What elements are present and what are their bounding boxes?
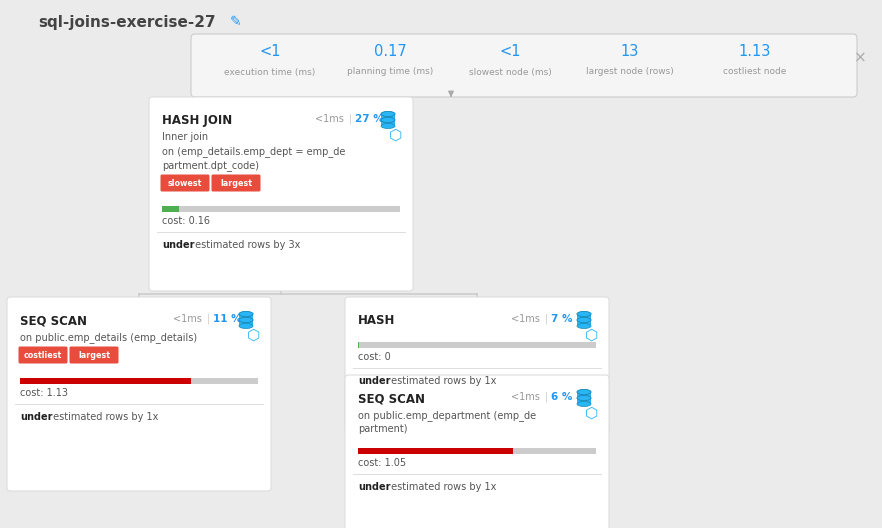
Text: HASH JOIN: HASH JOIN <box>162 114 232 127</box>
Text: 6 %: 6 % <box>551 392 572 402</box>
Bar <box>577 314 591 326</box>
Ellipse shape <box>381 111 395 117</box>
FancyBboxPatch shape <box>161 174 210 192</box>
Text: <1ms: <1ms <box>173 314 202 324</box>
FancyBboxPatch shape <box>191 34 857 97</box>
Text: <1ms: <1ms <box>511 314 540 324</box>
Bar <box>162 206 179 212</box>
Ellipse shape <box>239 312 253 316</box>
Bar <box>358 342 359 348</box>
Ellipse shape <box>381 124 395 128</box>
Text: on (emp_details.emp_dept = emp_de: on (emp_details.emp_dept = emp_de <box>162 146 346 157</box>
Ellipse shape <box>381 118 395 122</box>
Text: slowest: slowest <box>168 178 202 187</box>
Text: on public.emp_details (emp_details): on public.emp_details (emp_details) <box>20 332 197 343</box>
Ellipse shape <box>239 317 253 323</box>
Text: largest node (rows): largest node (rows) <box>587 68 674 77</box>
Text: largest: largest <box>220 178 252 187</box>
Text: |: | <box>545 314 549 325</box>
Ellipse shape <box>577 401 591 407</box>
Ellipse shape <box>577 324 591 328</box>
Text: ✎: ✎ <box>230 15 242 29</box>
Text: SEQ SCAN: SEQ SCAN <box>358 392 425 405</box>
Text: 7 %: 7 % <box>551 314 572 324</box>
Text: under: under <box>358 376 391 386</box>
Text: |: | <box>207 314 210 325</box>
Text: cost: 1.05: cost: 1.05 <box>358 458 406 468</box>
Ellipse shape <box>577 395 591 401</box>
Bar <box>577 392 591 404</box>
Text: ⬡: ⬡ <box>586 328 599 343</box>
Text: costliest node: costliest node <box>723 68 787 77</box>
Ellipse shape <box>577 312 591 316</box>
Text: ⬡: ⬡ <box>389 128 403 143</box>
FancyBboxPatch shape <box>212 174 260 192</box>
Text: Inner join: Inner join <box>162 132 208 142</box>
Text: largest: largest <box>78 351 110 360</box>
Text: under: under <box>358 482 391 492</box>
Ellipse shape <box>577 317 591 323</box>
Bar <box>381 114 395 126</box>
Text: ×: × <box>854 51 866 65</box>
Ellipse shape <box>381 118 395 122</box>
Bar <box>162 206 400 212</box>
Bar <box>239 314 253 326</box>
Bar <box>358 448 596 454</box>
Text: estimated rows by 1x: estimated rows by 1x <box>388 376 497 386</box>
FancyBboxPatch shape <box>7 297 271 491</box>
FancyBboxPatch shape <box>345 297 609 433</box>
Ellipse shape <box>577 395 591 401</box>
Ellipse shape <box>239 324 253 328</box>
Bar <box>20 378 191 384</box>
Text: estimated rows by 1x: estimated rows by 1x <box>388 482 497 492</box>
Text: 1.13: 1.13 <box>739 44 771 60</box>
Text: cost: 0: cost: 0 <box>358 352 391 362</box>
Text: <1: <1 <box>259 44 280 60</box>
FancyBboxPatch shape <box>345 375 609 528</box>
Text: |: | <box>349 114 352 125</box>
Ellipse shape <box>577 390 591 394</box>
Bar <box>358 448 512 454</box>
Text: costliest: costliest <box>24 351 62 360</box>
Ellipse shape <box>577 312 591 316</box>
Text: 11 %: 11 % <box>213 314 242 324</box>
Ellipse shape <box>381 111 395 117</box>
Text: |: | <box>545 392 549 402</box>
Ellipse shape <box>577 390 591 394</box>
Text: <1ms: <1ms <box>511 392 540 402</box>
Text: slowest node (ms): slowest node (ms) <box>468 68 551 77</box>
Ellipse shape <box>577 317 591 323</box>
Text: 13: 13 <box>621 44 639 60</box>
Text: estimated rows by 3x: estimated rows by 3x <box>192 240 301 250</box>
Text: on public.emp_department (emp_de: on public.emp_department (emp_de <box>358 410 536 421</box>
Text: partment.dpt_code): partment.dpt_code) <box>162 160 259 171</box>
Text: planning time (ms): planning time (ms) <box>347 68 433 77</box>
Text: cost: 1.13: cost: 1.13 <box>20 388 68 398</box>
Text: 27 %: 27 % <box>355 114 384 124</box>
Text: execution time (ms): execution time (ms) <box>224 68 316 77</box>
Text: ⬡: ⬡ <box>586 406 599 421</box>
Text: 0.17: 0.17 <box>374 44 407 60</box>
Text: <1ms: <1ms <box>315 114 344 124</box>
Text: partment): partment) <box>358 424 407 434</box>
Ellipse shape <box>239 317 253 323</box>
Text: ⬡: ⬡ <box>247 328 261 343</box>
Ellipse shape <box>239 312 253 316</box>
Text: sql-joins-exercise-27: sql-joins-exercise-27 <box>38 14 215 30</box>
FancyBboxPatch shape <box>149 97 413 291</box>
Text: cost: 0.16: cost: 0.16 <box>162 216 210 226</box>
Text: under: under <box>162 240 195 250</box>
Bar <box>20 378 258 384</box>
Text: HASH: HASH <box>358 314 395 327</box>
FancyBboxPatch shape <box>70 346 118 363</box>
FancyBboxPatch shape <box>19 346 68 363</box>
Text: <1: <1 <box>499 44 520 60</box>
Text: under: under <box>20 412 53 422</box>
Text: estimated rows by 1x: estimated rows by 1x <box>50 412 159 422</box>
Bar <box>358 342 596 348</box>
Text: SEQ SCAN: SEQ SCAN <box>20 314 87 327</box>
